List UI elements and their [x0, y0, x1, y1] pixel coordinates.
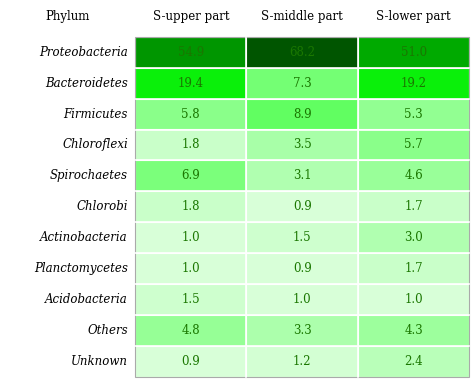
- Text: Actinobacteria: Actinobacteria: [40, 231, 128, 244]
- Text: 1.7: 1.7: [404, 201, 423, 213]
- Text: S-lower part: S-lower part: [376, 10, 451, 23]
- Text: 4.8: 4.8: [182, 324, 200, 337]
- Text: 5.8: 5.8: [182, 107, 200, 121]
- Bar: [358, 315, 469, 346]
- Bar: [135, 129, 246, 161]
- Text: Proteobacteria: Proteobacteria: [39, 45, 128, 59]
- Bar: [135, 191, 246, 223]
- Text: 1.5: 1.5: [182, 293, 200, 306]
- Text: 1.8: 1.8: [182, 201, 200, 213]
- Text: 1.0: 1.0: [404, 293, 423, 306]
- Text: Spirochaetes: Spirochaetes: [50, 169, 128, 182]
- Text: S-upper part: S-upper part: [153, 10, 229, 23]
- Text: 54.9: 54.9: [178, 45, 204, 59]
- Bar: [135, 346, 246, 377]
- Bar: [135, 37, 469, 377]
- Bar: [246, 161, 358, 191]
- Bar: [358, 253, 469, 285]
- Bar: [358, 67, 469, 99]
- Text: Acidobacteria: Acidobacteria: [45, 293, 128, 306]
- Bar: [135, 253, 246, 285]
- Bar: [135, 99, 246, 129]
- Bar: [135, 37, 246, 67]
- Text: 1.0: 1.0: [293, 293, 311, 306]
- Bar: [246, 253, 358, 285]
- Bar: [246, 346, 358, 377]
- Bar: [246, 285, 358, 315]
- Text: 1.7: 1.7: [404, 263, 423, 275]
- Bar: [135, 223, 246, 253]
- Text: 7.3: 7.3: [293, 77, 311, 90]
- Bar: [246, 99, 358, 129]
- Bar: [135, 285, 246, 315]
- Bar: [246, 315, 358, 346]
- Text: 2.4: 2.4: [404, 355, 423, 368]
- Bar: [135, 315, 246, 346]
- Text: Bacteroidetes: Bacteroidetes: [45, 77, 128, 90]
- Text: 4.3: 4.3: [404, 324, 423, 337]
- Text: 3.0: 3.0: [404, 231, 423, 244]
- Text: Firmicutes: Firmicutes: [64, 107, 128, 121]
- Text: 0.9: 0.9: [293, 263, 311, 275]
- Bar: [246, 129, 358, 161]
- Text: 3.5: 3.5: [293, 139, 311, 151]
- Text: Unknown: Unknown: [71, 355, 128, 368]
- Bar: [246, 191, 358, 223]
- Text: 0.9: 0.9: [293, 201, 311, 213]
- Text: 3.1: 3.1: [293, 169, 311, 182]
- Text: 8.9: 8.9: [293, 107, 311, 121]
- Bar: [358, 285, 469, 315]
- Text: S-middle part: S-middle part: [261, 10, 343, 23]
- Text: 1.0: 1.0: [182, 263, 200, 275]
- Text: 1.2: 1.2: [293, 355, 311, 368]
- Text: 5.7: 5.7: [404, 139, 423, 151]
- Bar: [358, 99, 469, 129]
- Bar: [135, 161, 246, 191]
- Bar: [358, 223, 469, 253]
- Text: 1.8: 1.8: [182, 139, 200, 151]
- Bar: [246, 37, 358, 67]
- Text: Planctomycetes: Planctomycetes: [34, 263, 128, 275]
- Text: 1.0: 1.0: [182, 231, 200, 244]
- Text: 51.0: 51.0: [401, 45, 427, 59]
- Bar: [358, 129, 469, 161]
- Bar: [358, 191, 469, 223]
- Bar: [358, 161, 469, 191]
- Bar: [246, 223, 358, 253]
- Text: 4.6: 4.6: [404, 169, 423, 182]
- Text: 19.4: 19.4: [178, 77, 204, 90]
- Text: Chlorobi: Chlorobi: [76, 201, 128, 213]
- Text: 1.5: 1.5: [293, 231, 311, 244]
- Text: 0.9: 0.9: [182, 355, 200, 368]
- Text: 5.3: 5.3: [404, 107, 423, 121]
- Bar: [135, 67, 246, 99]
- Bar: [246, 67, 358, 99]
- Text: Others: Others: [87, 324, 128, 337]
- Text: 3.3: 3.3: [293, 324, 311, 337]
- Text: Chloroflexi: Chloroflexi: [62, 139, 128, 151]
- Text: 19.2: 19.2: [401, 77, 427, 90]
- Bar: [358, 37, 469, 67]
- Bar: [358, 346, 469, 377]
- Text: Phylum: Phylum: [46, 10, 90, 23]
- Text: 68.2: 68.2: [289, 45, 315, 59]
- Text: 6.9: 6.9: [182, 169, 200, 182]
